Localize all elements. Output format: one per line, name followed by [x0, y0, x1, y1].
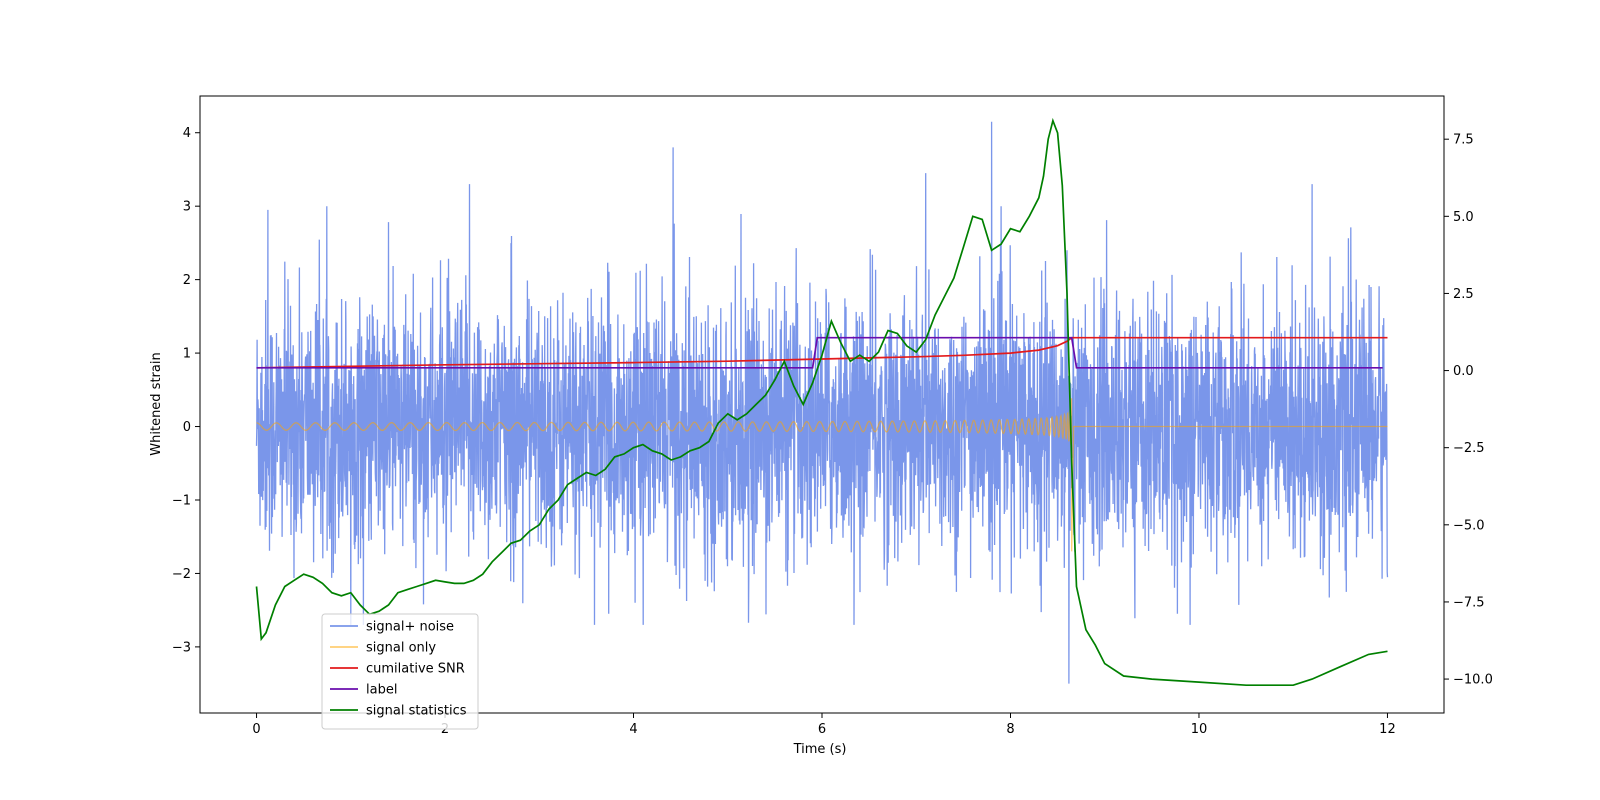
- x-tick-label: 4: [629, 722, 637, 737]
- y2-tick-label: −10.0: [1453, 673, 1493, 688]
- series-line-signal-only: [256, 398, 1388, 552]
- y-tick-label: 3: [183, 200, 191, 215]
- legend-label: cumilative SNR: [366, 662, 465, 677]
- x-axis: 024681012: [252, 713, 1396, 737]
- series-line-signal-statistics: [255, 117, 1388, 687]
- y2-tick-label: 0.0: [1453, 364, 1474, 379]
- series-layer: [255, 117, 1389, 687]
- y-axis-right: −10.0 −7.5 −5.0 −2.5 0.0 2.5 5.0 7.5: [1444, 133, 1493, 688]
- legend-label: signal+ noise: [366, 620, 454, 635]
- x-tick-label: 0: [252, 722, 260, 737]
- y-tick-label: −2: [172, 567, 191, 582]
- series-line-label: [256, 336, 1383, 369]
- y-tick-label: −1: [172, 493, 191, 508]
- y2-tick-label: 2.5: [1453, 287, 1474, 302]
- x-tick-label: 12: [1379, 722, 1396, 737]
- series-line-cumilative-snr: [256, 336, 1388, 369]
- legend-box: [321, 613, 479, 730]
- y2-tick-label: 7.5: [1453, 133, 1474, 148]
- y-tick-label: 0: [183, 420, 191, 435]
- x-tick-label: 10: [1191, 722, 1208, 737]
- series-line-signal-noise: [255, 121, 1389, 684]
- legend-label: signal statistics: [366, 704, 467, 719]
- y-axis-label: Whitened strain: [149, 352, 164, 455]
- y-tick-label: 4: [183, 126, 191, 141]
- y-tick-label: 1: [183, 347, 191, 362]
- y2-tick-label: −5.0: [1453, 518, 1485, 533]
- x-tick-label: 6: [818, 722, 826, 737]
- x-axis-label: Time (s): [793, 742, 847, 757]
- legend: signal+ noise signal only cumilative SNR la…: [321, 613, 479, 730]
- y2-tick-label: 5.0: [1453, 210, 1474, 225]
- y-axis-left: −3 −2 −1 0 1 2 3 4: [172, 126, 200, 655]
- y2-tick-label: −2.5: [1453, 441, 1485, 456]
- y-tick-label: −3: [172, 640, 191, 655]
- y-tick-label: 2: [183, 273, 191, 288]
- legend-label: signal only: [366, 641, 436, 656]
- y2-tick-label: −7.5: [1453, 595, 1485, 610]
- x-tick-label: 8: [1006, 722, 1014, 737]
- legend-label: label: [366, 683, 397, 698]
